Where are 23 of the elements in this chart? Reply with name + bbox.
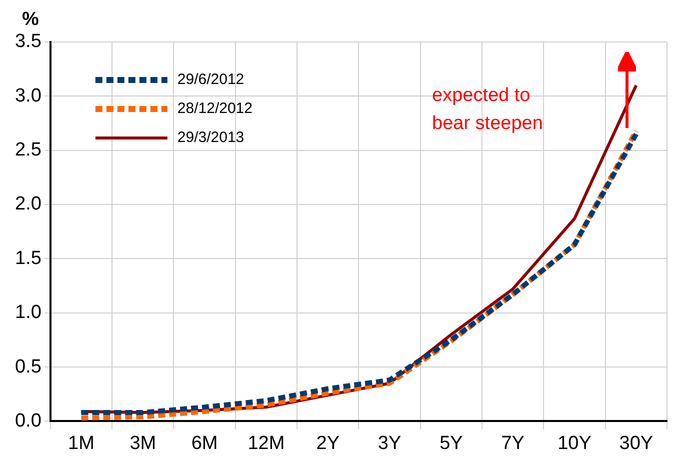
y-tick-label: 3.0: [14, 85, 42, 106]
legend-label: 29/3/2013: [177, 129, 244, 146]
y-tick-label: 2.5: [14, 140, 42, 161]
x-tick-label: 6M: [191, 432, 218, 454]
y-tick-label: 1.0: [14, 302, 42, 324]
y-tick-label: 0.5: [14, 356, 42, 378]
legend-label: 29/6/2012: [177, 71, 244, 88]
y-tick-label: 2.0: [14, 194, 42, 215]
y-tick-label: 1.5: [14, 248, 42, 269]
annotation: expected to bear steepen: [432, 85, 543, 134]
x-tick-label: 1M: [68, 432, 94, 454]
x-tick-label: 2Y: [316, 432, 340, 454]
x-tick-label: 3Y: [378, 432, 402, 454]
x-tick-label: 12M: [248, 432, 285, 454]
x-tick-label: 5Y: [440, 432, 464, 454]
x-tick-label: 30Y: [619, 432, 654, 454]
y-tick-label: 3.5: [14, 31, 42, 52]
x-tick-label: 10Y: [558, 432, 592, 454]
y-tick-label: 0.0: [14, 410, 42, 432]
x-tick-label: 3M: [130, 432, 156, 454]
legend-label: 28/12/2012: [177, 100, 252, 118]
y-axis-title: %: [22, 9, 39, 30]
x-tick-label: 7Y: [501, 432, 525, 454]
